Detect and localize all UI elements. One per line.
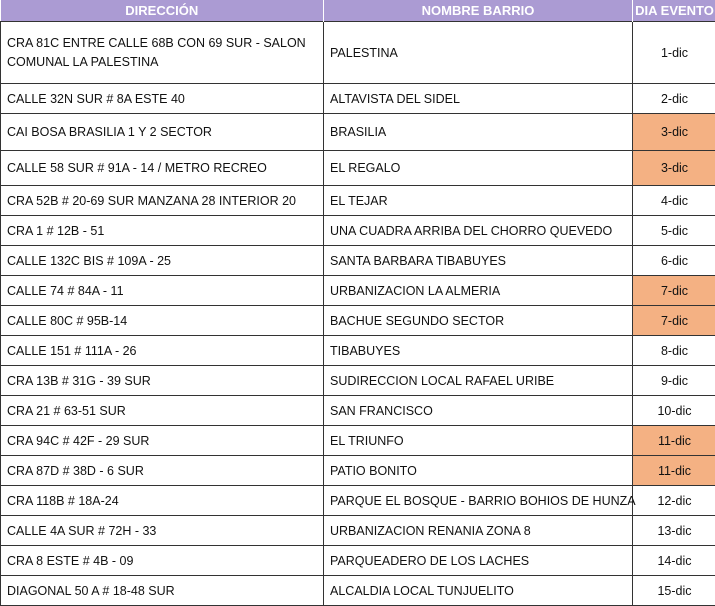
- cell-direccion[interactable]: CALLE 151 # 111A - 26: [1, 336, 324, 366]
- cell-dia-evento[interactable]: 5-dic: [633, 216, 715, 246]
- cell-nombre-barrio[interactable]: BACHUE SEGUNDO SECTOR: [324, 306, 633, 336]
- cell-direccion[interactable]: CALLE 4A SUR # 72H - 33: [1, 516, 324, 546]
- cell-nombre-barrio[interactable]: URBANIZACION RENANIA ZONA 8: [324, 516, 633, 546]
- cell-dia-evento[interactable]: 4-dic: [633, 186, 715, 216]
- cell-dia-evento[interactable]: 15-dic: [633, 576, 715, 606]
- cell-dia-evento[interactable]: 2-dic: [633, 84, 715, 114]
- cell-dia-evento[interactable]: 1-dic: [633, 22, 715, 84]
- cell-direccion[interactable]: CRA 8 ESTE # 4B - 09: [1, 546, 324, 576]
- cell-dia-evento[interactable]: 11-dic: [633, 456, 715, 486]
- cell-direccion[interactable]: CRA 118B # 18A-24: [1, 486, 324, 516]
- header-nombre-barrio[interactable]: NOMBRE BARRIO: [324, 0, 633, 22]
- cell-direccion[interactable]: CRA 1 # 12B - 51: [1, 216, 324, 246]
- cell-direccion[interactable]: CRA 87D # 38D - 6 SUR: [1, 456, 324, 486]
- cell-dia-evento[interactable]: 10-dic: [633, 396, 715, 426]
- cell-direccion[interactable]: CALLE 80C # 95B-14: [1, 306, 324, 336]
- cell-dia-evento[interactable]: 3-dic: [633, 114, 715, 151]
- cell-direccion[interactable]: CRA 52B # 20-69 SUR MANZANA 28 INTERIOR …: [1, 186, 324, 216]
- cell-nombre-barrio[interactable]: BRASILIA: [324, 114, 633, 151]
- cell-nombre-barrio[interactable]: PARQUE EL BOSQUE - BARRIO BOHIOS DE HUNZ…: [324, 486, 633, 516]
- cell-nombre-barrio[interactable]: SUDIRECCION LOCAL RAFAEL URIBE: [324, 366, 633, 396]
- cell-dia-evento[interactable]: 8-dic: [633, 336, 715, 366]
- cell-nombre-barrio[interactable]: PALESTINA: [324, 22, 633, 84]
- cell-direccion[interactable]: CALLE 32N SUR # 8A ESTE 40: [1, 84, 324, 114]
- cell-dia-evento[interactable]: 6-dic: [633, 246, 715, 276]
- cell-direccion[interactable]: CALLE 58 SUR # 91A - 14 / METRO RECREO: [1, 151, 324, 186]
- cell-nombre-barrio[interactable]: EL TRIUNFO: [324, 426, 633, 456]
- header-dia-evento[interactable]: DIA EVENTO: [633, 0, 715, 22]
- cell-nombre-barrio[interactable]: PATIO BONITO: [324, 456, 633, 486]
- cell-direccion[interactable]: CAI BOSA BRASILIA 1 Y 2 SECTOR: [1, 114, 324, 151]
- cell-dia-evento[interactable]: 13-dic: [633, 516, 715, 546]
- cell-dia-evento[interactable]: 14-dic: [633, 546, 715, 576]
- cell-nombre-barrio[interactable]: EL REGALO: [324, 151, 633, 186]
- cell-dia-evento[interactable]: 3-dic: [633, 151, 715, 186]
- cell-nombre-barrio[interactable]: TIBABUYES: [324, 336, 633, 366]
- cell-dia-evento[interactable]: 12-dic: [633, 486, 715, 516]
- cell-direccion[interactable]: CRA 13B # 31G - 39 SUR: [1, 366, 324, 396]
- cell-nombre-barrio[interactable]: PARQUEADERO DE LOS LACHES: [324, 546, 633, 576]
- cell-nombre-barrio[interactable]: SAN FRANCISCO: [324, 396, 633, 426]
- table-row: CRA 52B # 20-69 SUR MANZANA 28 INTERIOR …: [1, 186, 715, 216]
- cell-direccion[interactable]: CALLE 74 # 84A - 11: [1, 276, 324, 306]
- header-row: DIRECCIÓN NOMBRE BARRIO DIA EVENTO: [1, 0, 715, 22]
- cell-direccion[interactable]: CRA 81C ENTRE CALLE 68B CON 69 SUR - SAL…: [1, 22, 324, 84]
- cell-nombre-barrio[interactable]: ALCALDIA LOCAL TUNJUELITO: [324, 576, 633, 606]
- cell-nombre-barrio[interactable]: UNA CUADRA ARRIBA DEL CHORRO QUEVEDO: [324, 216, 633, 246]
- cell-direccion[interactable]: CRA 94C # 42F - 29 SUR: [1, 426, 324, 456]
- cell-direccion[interactable]: CRA 21 # 63-51 SUR: [1, 396, 324, 426]
- cell-dia-evento[interactable]: 7-dic: [633, 276, 715, 306]
- cell-direccion[interactable]: CALLE 132C BIS # 109A - 25: [1, 246, 324, 276]
- cell-nombre-barrio[interactable]: URBANIZACION LA ALMERIA: [324, 276, 633, 306]
- cell-nombre-barrio[interactable]: EL TEJAR: [324, 186, 633, 216]
- table-row: CRA 81C ENTRE CALLE 68B CON 69 SUR - SAL…: [1, 22, 715, 84]
- cell-dia-evento[interactable]: 11-dic: [633, 426, 715, 456]
- cell-dia-evento[interactable]: 7-dic: [633, 306, 715, 336]
- cell-direccion[interactable]: DIAGONAL 50 A # 18-48 SUR: [1, 576, 324, 606]
- cell-nombre-barrio[interactable]: SANTA BARBARA TIBABUYES: [324, 246, 633, 276]
- header-direccion[interactable]: DIRECCIÓN: [1, 0, 324, 22]
- cell-dia-evento[interactable]: 9-dic: [633, 366, 715, 396]
- cell-nombre-barrio[interactable]: ALTAVISTA DEL SIDEL: [324, 84, 633, 114]
